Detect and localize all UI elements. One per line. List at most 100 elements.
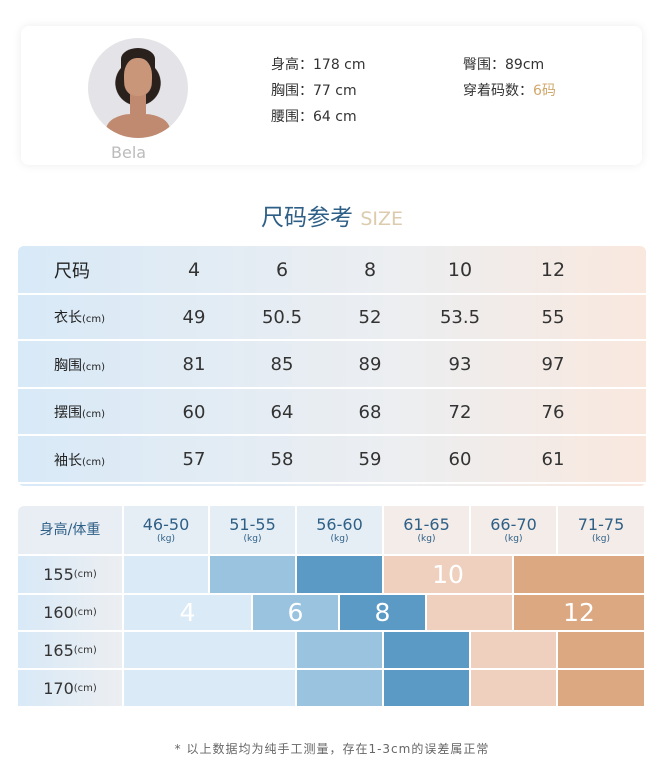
- table-cell: 72: [448, 401, 472, 423]
- table-cell: 89: [358, 354, 382, 375]
- weight-range: 56-60: [316, 514, 363, 534]
- fit-cell-block: [297, 632, 382, 668]
- weight-unit: (kg): [592, 533, 610, 544]
- height-value: 160: [43, 603, 74, 622]
- fit-cell-block: [124, 632, 295, 668]
- height-label: 165 (cm): [18, 632, 122, 668]
- fit-cell-block: [124, 556, 208, 593]
- row-label-text: 袖长: [54, 452, 82, 469]
- height-unit: (cm): [73, 644, 97, 656]
- title-main: 尺码参考: [261, 205, 353, 231]
- row-label-text: 胸围: [54, 357, 82, 374]
- weight-header: 46-50 (kg): [124, 506, 208, 554]
- model-waist: 腰围：64 cm: [271, 109, 357, 125]
- size-table: 尺码 4 6 8 10 12 衣长(cm) 49 50.5 52 53.5 55 胸围(cm) 81 85 8…: [18, 246, 646, 486]
- table-cell: 50.5: [261, 306, 303, 328]
- height-unit: (cm): [73, 682, 97, 694]
- weight-range: 61-65: [403, 514, 450, 534]
- table-cell: 58: [270, 449, 294, 470]
- weight-header: 56-60 (kg): [297, 506, 382, 554]
- weight-range: 46-50: [142, 514, 190, 534]
- fit-cell-block: [558, 632, 644, 668]
- header-size: 8: [363, 258, 377, 281]
- table-row: 胸围(cm) 81 85 89 93 97: [18, 343, 646, 389]
- table-row: 摆围(cm) 60 64 68 72 76: [18, 390, 646, 436]
- table-cell: 60: [448, 449, 472, 470]
- height-value: 170: [43, 678, 74, 698]
- model-size: 穿着码数：6码: [463, 80, 556, 100]
- height-value: 155: [43, 565, 74, 584]
- fit-cell-block: [558, 670, 644, 706]
- table-cell: 59: [358, 449, 382, 470]
- table-cell: 76: [541, 401, 565, 423]
- table-cell: 85: [270, 354, 294, 375]
- row-label-text: 摆围: [54, 405, 82, 421]
- table-row: 袖长(cm) 57 58 59 60 61: [18, 438, 646, 484]
- fit-cell-block: [471, 632, 556, 668]
- section-title: 尺码参考 SIZE: [0, 198, 664, 232]
- height-unit: (cm): [73, 569, 97, 580]
- weight-header: 71-75 (kg): [558, 506, 644, 554]
- fit-cell-block: [384, 670, 469, 706]
- header-size: 10: [447, 258, 473, 281]
- fit-cell-block: [210, 556, 295, 593]
- fit-cell-block: [124, 670, 295, 706]
- row-label-text: 衣长: [54, 310, 82, 326]
- row-unit: (cm): [82, 409, 106, 420]
- fit-cell-size-4: 4: [124, 595, 251, 630]
- table-cell: 93: [448, 354, 472, 375]
- title-sub: SIZE: [360, 208, 403, 230]
- fit-cell-size-10: 10: [384, 556, 512, 593]
- weight-unit: (kg): [417, 533, 436, 544]
- weight-range: 71-75: [577, 514, 625, 534]
- fit-cell-size-8: 8: [340, 595, 425, 630]
- header-label: 尺码: [54, 260, 90, 282]
- weight-unit: (kg): [330, 533, 349, 544]
- table-cell: 97: [541, 354, 565, 375]
- model-bust: 胸围：77 cm: [271, 83, 357, 99]
- fit-cell-block: [297, 670, 382, 706]
- fit-cell-size-6: 6: [253, 595, 338, 630]
- model-size-label: 穿着码数：: [463, 83, 533, 99]
- table-cell: 55: [541, 306, 565, 328]
- header-size: 4: [187, 258, 201, 281]
- table-cell: 57: [182, 449, 206, 470]
- weight-unit: (kg): [243, 533, 262, 544]
- weight-range: 66-70: [490, 514, 537, 534]
- model-avatar: [88, 38, 188, 138]
- fit-cell-block: [471, 670, 556, 706]
- model-name: Bela: [111, 143, 147, 162]
- height-unit: (cm): [73, 607, 97, 618]
- table-row: 衣长(cm) 49 50.5 52 53.5 55: [18, 295, 646, 341]
- fit-cell-size-12: 12: [514, 595, 644, 630]
- height-label: 155 (cm): [18, 556, 122, 593]
- table-cell: 52: [358, 306, 382, 328]
- model-height: 身高：178 cm: [271, 57, 366, 73]
- weight-range: 51-55: [229, 514, 276, 534]
- model-size-value: 6码: [533, 83, 556, 99]
- height-label: 170 (cm): [18, 670, 122, 706]
- table-cell: 49: [182, 306, 206, 328]
- header-size: 12: [540, 258, 566, 281]
- model-hip: 臀围：89cm: [463, 57, 545, 73]
- weight-header: 61-65 (kg): [384, 506, 469, 554]
- table-cell: 60: [182, 401, 206, 423]
- table-cell: 64: [270, 401, 294, 423]
- fit-grid: 身高/体重 46-50 (kg) 51-55 (kg) 56-60 (kg) 61-65 (kg…: [18, 506, 646, 710]
- model-card: Bela 身高：178 cm 胸围：77 cm 腰围：64 cm 臀围：89cm…: [21, 26, 642, 165]
- header-size: 6: [275, 258, 289, 281]
- weight-unit: (kg): [157, 533, 175, 544]
- row-label: 袖长(cm): [18, 450, 158, 470]
- fit-cell-block: [384, 632, 469, 668]
- row-unit: (cm): [82, 456, 106, 468]
- weight-header: 51-55 (kg): [210, 506, 295, 554]
- height-label: 160 (cm): [18, 595, 122, 630]
- row-label: 衣长(cm): [18, 307, 158, 327]
- row-label: 胸围(cm): [18, 355, 158, 375]
- footnote: * 以上数据均为纯手工测量，存在1-3cm的误差属正常: [174, 742, 490, 756]
- height-value: 165: [43, 640, 74, 660]
- table-cell: 81: [182, 354, 206, 375]
- weight-header: 66-70 (kg): [471, 506, 556, 554]
- corner-label: 身高/体重: [18, 506, 122, 554]
- row-unit: (cm): [82, 314, 106, 325]
